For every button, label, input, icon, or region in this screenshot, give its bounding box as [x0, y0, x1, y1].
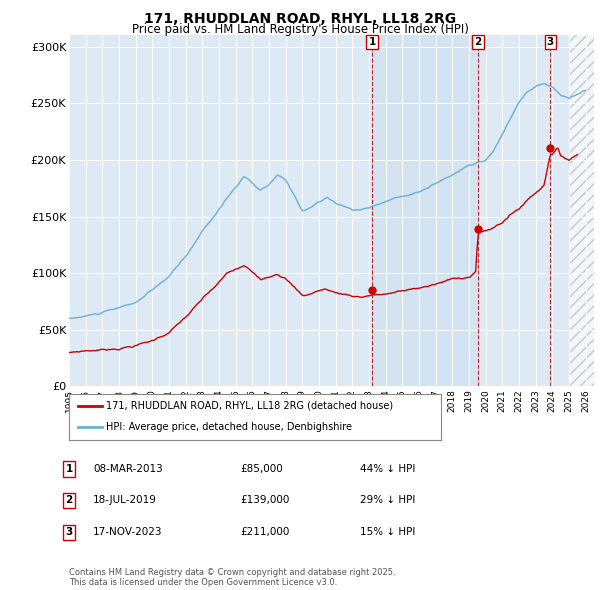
Text: 15% ↓ HPI: 15% ↓ HPI: [360, 527, 415, 537]
Text: 2: 2: [475, 37, 482, 47]
Text: HPI: Average price, detached house, Denbighshire: HPI: Average price, detached house, Denb…: [106, 422, 352, 432]
Text: 1: 1: [368, 37, 376, 47]
Text: 2: 2: [65, 496, 73, 505]
Text: 171, RHUDDLAN ROAD, RHYL, LL18 2RG (detached house): 171, RHUDDLAN ROAD, RHYL, LL18 2RG (deta…: [106, 401, 394, 411]
Text: 29% ↓ HPI: 29% ↓ HPI: [360, 496, 415, 505]
Bar: [569, 35, 594, 386]
Bar: [372, 35, 478, 386]
Text: 1: 1: [65, 464, 73, 474]
Text: 17-NOV-2023: 17-NOV-2023: [93, 527, 163, 537]
Text: Contains HM Land Registry data © Crown copyright and database right 2025.
This d: Contains HM Land Registry data © Crown c…: [69, 568, 395, 587]
Text: 18-JUL-2019: 18-JUL-2019: [93, 496, 157, 505]
Text: 3: 3: [65, 527, 73, 537]
Text: £211,000: £211,000: [240, 527, 289, 537]
Text: 171, RHUDDLAN ROAD, RHYL, LL18 2RG: 171, RHUDDLAN ROAD, RHYL, LL18 2RG: [144, 12, 456, 26]
Text: £85,000: £85,000: [240, 464, 283, 474]
Text: 3: 3: [547, 37, 554, 47]
Text: 08-MAR-2013: 08-MAR-2013: [93, 464, 163, 474]
Text: Price paid vs. HM Land Registry's House Price Index (HPI): Price paid vs. HM Land Registry's House …: [131, 23, 469, 36]
Text: 44% ↓ HPI: 44% ↓ HPI: [360, 464, 415, 474]
Text: £139,000: £139,000: [240, 496, 289, 505]
